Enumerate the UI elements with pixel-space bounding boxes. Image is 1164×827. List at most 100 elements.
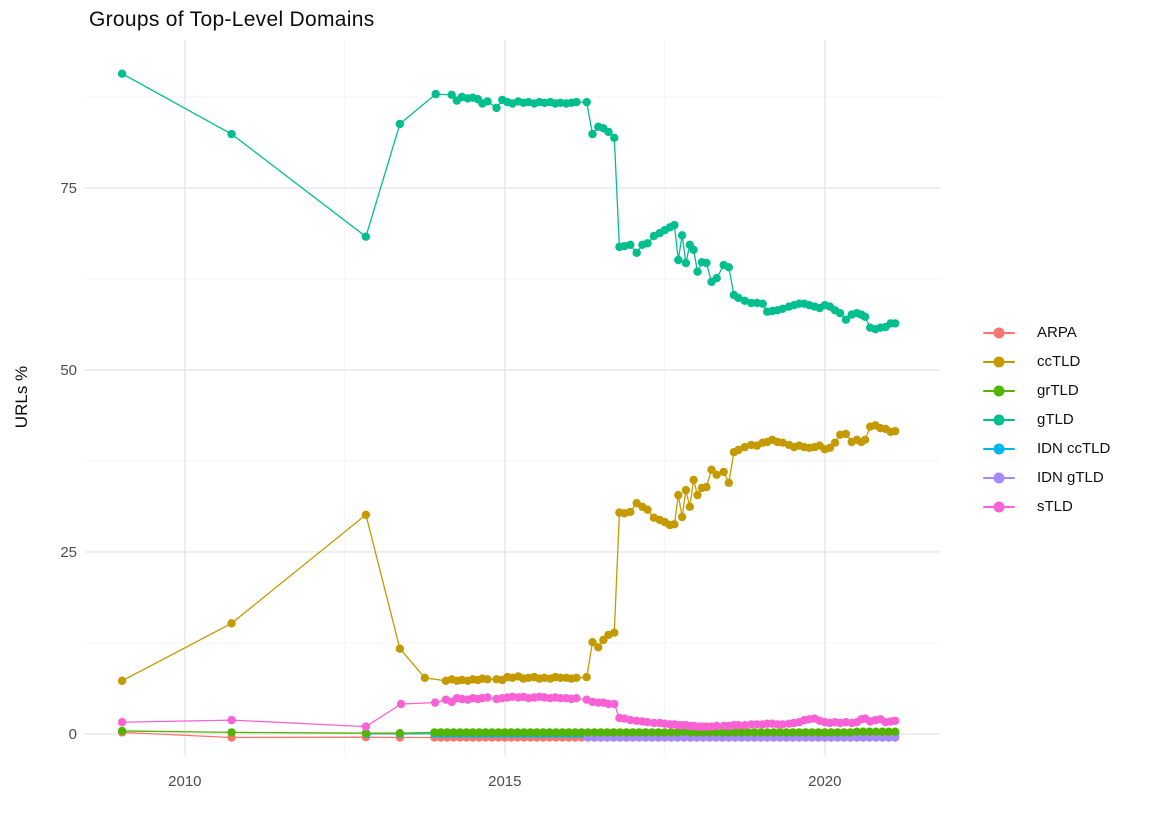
- data-point: [795, 728, 804, 737]
- data-point: [871, 733, 881, 742]
- data-point: [807, 728, 817, 737]
- data-point: [455, 728, 465, 737]
- data-point: [775, 728, 785, 737]
- series-line-cctld: [121, 424, 896, 682]
- data-point: [572, 673, 581, 682]
- data-point: [778, 304, 787, 313]
- data-point: [679, 727, 689, 736]
- data-point: [558, 728, 567, 737]
- data-point: [564, 728, 573, 737]
- data-point: [712, 274, 721, 283]
- data-point: [610, 133, 619, 142]
- data-point: [483, 97, 492, 106]
- legend-marker-icon: [983, 501, 1015, 513]
- data-point: [628, 728, 637, 737]
- data-point: [712, 721, 721, 731]
- data-point: [677, 512, 687, 522]
- data-point: [782, 728, 791, 737]
- data-point: [679, 733, 689, 742]
- data-point: [626, 715, 635, 725]
- data-point: [686, 728, 695, 737]
- data-point: [643, 239, 652, 248]
- data-point: [626, 507, 635, 517]
- data-point: [740, 296, 749, 305]
- data-point: [626, 240, 635, 249]
- data-point: [712, 470, 721, 479]
- data-point: [737, 728, 746, 737]
- data-point: [769, 728, 778, 737]
- data-point: [852, 727, 861, 736]
- legend-item-idn-gtld: IDN gTLD: [983, 463, 1110, 492]
- data-point: [526, 728, 535, 737]
- data-point: [117, 69, 127, 78]
- data-point: [724, 263, 733, 272]
- data-point: [227, 619, 236, 628]
- data-point: [852, 733, 861, 742]
- data-point: [860, 312, 870, 321]
- data-point: [571, 728, 580, 737]
- data-point: [763, 728, 772, 737]
- legend-marker-icon: [983, 327, 1015, 339]
- data-point: [836, 309, 845, 318]
- data-point: [827, 728, 836, 737]
- data-point: [674, 490, 683, 500]
- data-point: [891, 319, 900, 328]
- data-point: [227, 129, 236, 139]
- data-point: [532, 728, 541, 737]
- legend-item-cctld: ccTLD: [983, 347, 1110, 376]
- legend-marker-icon: [983, 472, 1015, 484]
- data-point: [788, 728, 797, 737]
- legend-label: IDN ccTLD: [1037, 440, 1111, 457]
- data-point: [603, 728, 612, 737]
- data-point: [724, 478, 733, 487]
- x-tick-label: 2020: [808, 773, 841, 790]
- data-point: [859, 733, 868, 742]
- data-point: [839, 728, 849, 737]
- data-point: [814, 728, 823, 737]
- y-tick-label: 75: [60, 180, 77, 197]
- data-point: [539, 728, 548, 737]
- data-point: [719, 467, 728, 477]
- series-line-gtld: [121, 73, 896, 330]
- data-point: [420, 673, 429, 682]
- data-point: [758, 299, 767, 308]
- data-point: [778, 720, 787, 729]
- data-point: [891, 733, 900, 742]
- data-point: [685, 502, 694, 511]
- data-point: [582, 97, 591, 107]
- y-tick-label: 50: [60, 362, 77, 379]
- data-point: [740, 442, 749, 452]
- data-point: [718, 728, 727, 737]
- data-point: [891, 426, 900, 436]
- data-point: [841, 429, 851, 439]
- data-point: [572, 97, 581, 107]
- data-point: [884, 727, 893, 736]
- data-point: [673, 728, 682, 737]
- data-point: [475, 728, 484, 737]
- data-point: [117, 676, 127, 685]
- data-point: [610, 628, 619, 637]
- legend-label: grTLD: [1037, 382, 1079, 399]
- data-point: [483, 693, 492, 702]
- data-point: [483, 675, 492, 684]
- data-point: [361, 722, 371, 731]
- data-point: [117, 718, 127, 727]
- chart-title: Groups of Top-Level Domains: [89, 8, 375, 31]
- data-point: [891, 716, 900, 725]
- data-point: [492, 103, 501, 113]
- data-point: [449, 728, 458, 737]
- data-point: [604, 699, 613, 709]
- legend-marker-icon: [983, 414, 1015, 426]
- data-point: [689, 475, 698, 485]
- legend-label: sTLD: [1037, 498, 1073, 515]
- data-point: [830, 438, 840, 447]
- data-point: [436, 728, 445, 737]
- data-point: [734, 293, 743, 303]
- data-point: [707, 465, 716, 474]
- data-point: [667, 728, 676, 737]
- x-tick-label: 2010: [168, 773, 201, 790]
- data-point: [641, 728, 650, 737]
- data-point: [395, 644, 405, 653]
- data-point: [227, 715, 236, 725]
